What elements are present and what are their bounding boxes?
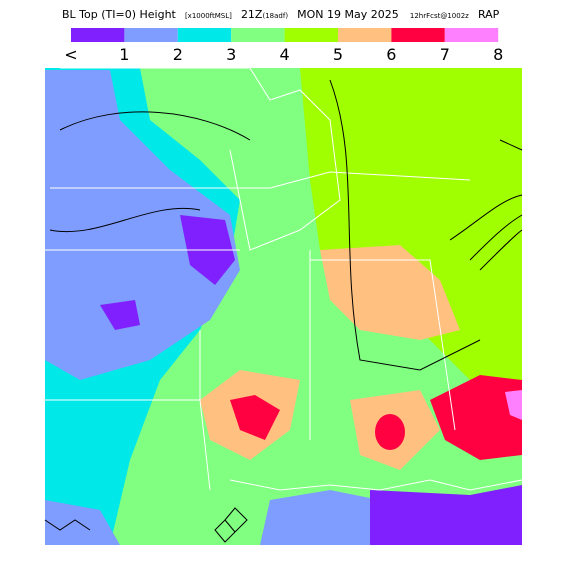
legend-swatch xyxy=(444,28,499,42)
field-region xyxy=(230,395,280,440)
legend-label: 7 xyxy=(440,45,450,64)
legend-swatch xyxy=(177,28,232,42)
title-forecast: 12hrFcst@1002z xyxy=(410,12,469,20)
field-region xyxy=(505,390,522,420)
legend-label: 4 xyxy=(280,45,290,64)
legend-swatch xyxy=(124,28,178,42)
legend-swatch xyxy=(231,28,285,42)
legend-label: 8 xyxy=(493,45,503,64)
contour-line xyxy=(44,507,248,543)
state-border xyxy=(60,67,341,251)
title-model: RAP xyxy=(478,8,500,21)
coastline xyxy=(229,479,523,491)
field-region xyxy=(260,490,390,545)
title: BL Top (TI=0) Height [x1000ftMSL] 21Z(18… xyxy=(62,3,500,22)
title-product: BL Top (TI=0) Height xyxy=(62,8,177,21)
field-region xyxy=(370,485,522,545)
color-legend: <1 2 3 4 5 6 7 8 xyxy=(64,28,503,64)
legend-label: 1 xyxy=(119,45,129,64)
legend-label: 3 xyxy=(226,45,236,64)
legend-label: 6 xyxy=(386,45,396,64)
legend-swatch xyxy=(71,28,125,42)
legend-swatch xyxy=(284,28,338,42)
title-date: MON 19 May 2025 xyxy=(297,8,399,21)
map xyxy=(44,67,523,545)
state-border xyxy=(45,171,471,491)
field-region xyxy=(300,68,522,390)
field-region xyxy=(45,500,120,545)
title-time: 21Z xyxy=(241,8,263,21)
field-region xyxy=(100,300,140,330)
field-region xyxy=(320,245,460,340)
title-offset: (18adf) xyxy=(262,12,288,20)
legend-swatch xyxy=(391,28,445,42)
legend-label: 2 xyxy=(173,45,183,64)
legend-label: < xyxy=(64,45,77,64)
field-region xyxy=(375,414,405,450)
legend-label: 5 xyxy=(333,45,343,64)
field-region xyxy=(45,70,240,380)
contour-line xyxy=(49,79,523,371)
title-units: [x1000ftMSL] xyxy=(185,12,232,20)
legend-swatch xyxy=(338,28,392,42)
field-region xyxy=(430,375,522,460)
